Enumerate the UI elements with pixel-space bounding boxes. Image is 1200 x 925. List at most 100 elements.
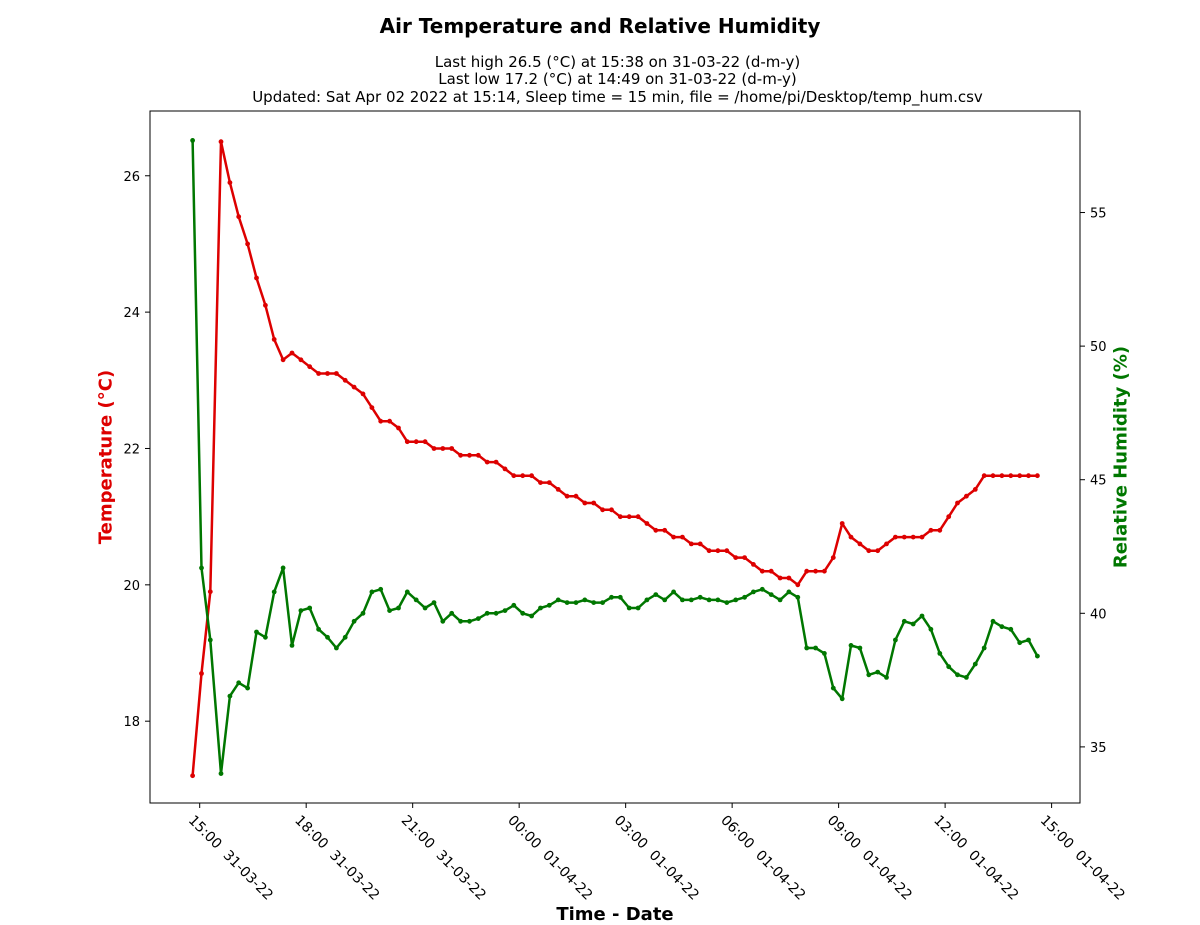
temperature-point <box>245 241 251 247</box>
x-axis-title: Time - Date <box>556 904 674 925</box>
temperature-point <box>839 521 845 526</box>
humidity-point <box>582 597 588 603</box>
humidity-point <box>422 605 428 611</box>
x-tick-label: 12:00 01-04-22 <box>930 813 1021 904</box>
temperature-point <box>653 527 659 533</box>
humidity-point <box>724 600 730 605</box>
temperature-point <box>529 473 534 479</box>
humidity-point <box>946 664 952 670</box>
humidity-point <box>207 637 213 643</box>
temperature-point <box>573 493 579 499</box>
humidity-point <box>706 597 712 603</box>
temperature-point <box>999 473 1005 479</box>
temperature-point <box>413 439 419 445</box>
humidity-point <box>378 586 384 592</box>
humidity-point <box>919 613 925 619</box>
temperature-point <box>857 541 863 547</box>
temperature-point <box>777 575 783 581</box>
temperature-point <box>671 534 676 540</box>
humidity-point <box>742 594 747 600</box>
temperature-point <box>369 405 375 410</box>
temperature-point <box>715 548 721 554</box>
humidity-point <box>458 618 463 624</box>
humidity-point <box>964 675 969 680</box>
humidity-point <box>910 621 916 627</box>
y-right-tick-label: 40 <box>1090 607 1107 622</box>
temperature-point <box>733 555 739 560</box>
temperature-point <box>609 507 614 513</box>
y-axis-left-title: Temperature (°C) <box>95 369 117 545</box>
humidity-point <box>1026 637 1031 643</box>
humidity-point <box>609 594 614 600</box>
humidity-point <box>546 602 552 608</box>
temperature-point <box>928 527 934 533</box>
temperature-point <box>884 541 889 547</box>
temperature-point <box>351 384 357 390</box>
humidity-point <box>768 592 774 597</box>
temperature-point <box>919 534 925 540</box>
x-tick-label: 00:00 01-04-22 <box>504 813 595 904</box>
humidity-point <box>431 600 437 605</box>
temperature-point <box>378 418 384 424</box>
temperature-point <box>520 473 526 479</box>
humidity-point <box>369 589 375 595</box>
temperature-point <box>511 473 517 479</box>
humidity-point <box>893 637 898 643</box>
temperature-point <box>981 473 987 479</box>
temperature-point <box>280 357 286 363</box>
temperature-point <box>786 575 792 581</box>
temperature-point <box>617 514 623 520</box>
humidity-point <box>263 634 268 640</box>
humidity-point <box>697 594 703 600</box>
humidity-point <box>334 645 339 651</box>
temperature-point <box>626 514 632 520</box>
temperature-point <box>813 568 818 574</box>
humidity-point <box>573 600 579 605</box>
y-right-tick-label: 35 <box>1090 741 1107 756</box>
humidity-point <box>325 634 330 640</box>
temperature-point <box>795 582 801 588</box>
humidity-point <box>715 597 721 603</box>
humidity-point <box>875 669 881 675</box>
temperature-point <box>387 418 392 424</box>
humidity-point <box>555 597 561 603</box>
humidity-point <box>662 597 668 603</box>
humidity-point <box>786 589 792 595</box>
humidity-point <box>777 597 783 603</box>
humidity-point <box>759 586 765 592</box>
humidity-point <box>199 565 204 571</box>
y-left-tick-label: 24 <box>123 306 140 321</box>
humidity-point <box>564 600 570 605</box>
humidity-point <box>857 645 863 651</box>
humidity-point <box>511 602 517 608</box>
temperature-point <box>866 548 872 554</box>
temperature-point <box>600 507 605 513</box>
humidity-point <box>254 629 259 635</box>
temperature-point <box>680 534 685 540</box>
temperature-point <box>422 439 428 445</box>
temperature-point <box>289 350 295 356</box>
temperature-point <box>1017 473 1023 479</box>
humidity-point <box>298 608 304 613</box>
temperature-point <box>502 466 508 472</box>
temperature-point <box>236 214 242 220</box>
humidity-point <box>1017 640 1023 646</box>
temperature-point <box>901 534 907 540</box>
humidity-point <box>360 610 366 616</box>
temperature-point <box>591 500 597 506</box>
temperature-point <box>484 459 490 465</box>
temperature-point <box>937 527 943 533</box>
temperature-point <box>449 446 455 451</box>
y-right-tick-label: 50 <box>1090 340 1107 355</box>
humidity-point <box>884 675 889 680</box>
temperature-point <box>307 364 313 370</box>
temperature-point <box>742 555 747 560</box>
temperature-point <box>475 452 481 458</box>
temperature-point <box>759 568 765 574</box>
temperature-point <box>316 371 321 376</box>
humidity-point <box>449 610 455 616</box>
temperature-point <box>662 527 668 533</box>
humidity-point <box>972 661 978 667</box>
temperature-point <box>207 589 213 595</box>
